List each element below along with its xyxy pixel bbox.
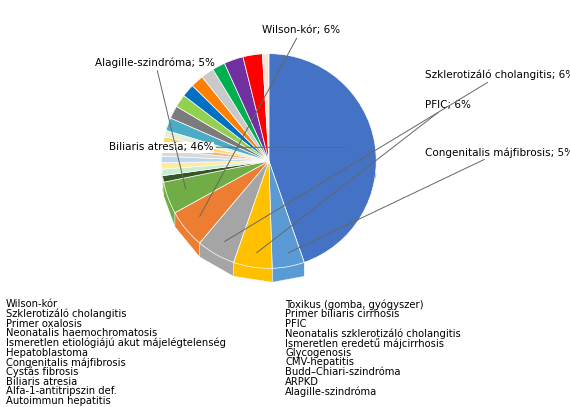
Text: Biliaris atresia: Biliaris atresia [6, 376, 77, 387]
Wedge shape [225, 57, 269, 161]
Wedge shape [161, 161, 269, 169]
Wedge shape [177, 96, 269, 161]
Polygon shape [234, 263, 272, 282]
Text: Alagille-szindróma: Alagille-szindróma [285, 386, 377, 397]
Text: Biliaris atresia; 46%: Biliaris atresia; 46% [108, 142, 345, 152]
Wedge shape [269, 54, 376, 263]
Wedge shape [162, 161, 269, 182]
Text: Neonatalis szklerotizáló cholangitis: Neonatalis szklerotizáló cholangitis [285, 328, 461, 339]
Text: CMV-hepatitis: CMV-hepatitis [285, 357, 354, 367]
Wedge shape [163, 137, 269, 161]
Ellipse shape [161, 145, 376, 205]
Polygon shape [175, 213, 200, 257]
Text: Wilson-kór: Wilson-kór [6, 299, 58, 309]
Wedge shape [162, 150, 269, 161]
Text: Alfa-1-antitripszin def.: Alfa-1-antitripszin def. [6, 386, 117, 396]
Wedge shape [262, 54, 269, 161]
Text: Primer biliaris cirrhosis: Primer biliaris cirrhosis [285, 309, 400, 319]
Text: ARPKD: ARPKD [285, 376, 319, 387]
Wedge shape [269, 161, 304, 268]
Text: Neonatalis haemochromatosis: Neonatalis haemochromatosis [6, 328, 157, 338]
Wedge shape [164, 161, 269, 213]
Wedge shape [162, 143, 269, 161]
Text: Congenitalis májfibrosis; 5%: Congenitalis májfibrosis; 5% [288, 147, 570, 253]
Wedge shape [234, 161, 272, 268]
Wedge shape [166, 118, 269, 161]
Text: Hepatoblastoma: Hepatoblastoma [6, 348, 88, 358]
Text: PFIC: PFIC [285, 319, 307, 328]
Text: Cystás fibrosis: Cystás fibrosis [6, 367, 78, 377]
Text: Toxikus (gomba, gyógyszer): Toxikus (gomba, gyógyszer) [285, 299, 424, 310]
Wedge shape [184, 86, 269, 161]
Wedge shape [243, 54, 269, 161]
Wedge shape [193, 77, 269, 161]
Text: Szklerotizáló cholangitis; 6%: Szklerotizáló cholangitis; 6% [225, 70, 570, 242]
Text: PFIC; 6%: PFIC; 6% [256, 100, 470, 253]
Polygon shape [272, 263, 304, 282]
Text: Glycogenosis: Glycogenosis [285, 348, 351, 358]
Text: Wilson-kór; 6%: Wilson-kór; 6% [200, 25, 340, 217]
Text: Szklerotizáló cholangitis: Szklerotizáló cholangitis [6, 309, 126, 319]
Text: Autoimmun hepatitis: Autoimmun hepatitis [6, 396, 111, 406]
Text: Primer oxalosis: Primer oxalosis [6, 319, 82, 328]
Text: Ismeretlen eredetű májcirrhosis: Ismeretlen eredetű májcirrhosis [285, 338, 444, 349]
Wedge shape [170, 106, 269, 161]
Polygon shape [200, 243, 234, 276]
Polygon shape [162, 176, 164, 196]
Wedge shape [175, 161, 269, 243]
Text: Ismeretlen etiológiájú akut májelégtelenség: Ismeretlen etiológiájú akut májelégtelen… [6, 338, 226, 348]
Text: Congenitalis májfibrosis: Congenitalis májfibrosis [6, 357, 125, 368]
Polygon shape [164, 182, 175, 227]
Wedge shape [161, 156, 269, 163]
Wedge shape [162, 161, 269, 176]
Wedge shape [213, 63, 269, 161]
Wedge shape [202, 70, 269, 161]
Wedge shape [200, 161, 269, 263]
Text: Alagille-szindróma; 5%: Alagille-szindróma; 5% [95, 57, 215, 188]
Text: Budd–Chiari-szindróma: Budd–Chiari-szindróma [285, 367, 401, 377]
Wedge shape [164, 130, 269, 161]
